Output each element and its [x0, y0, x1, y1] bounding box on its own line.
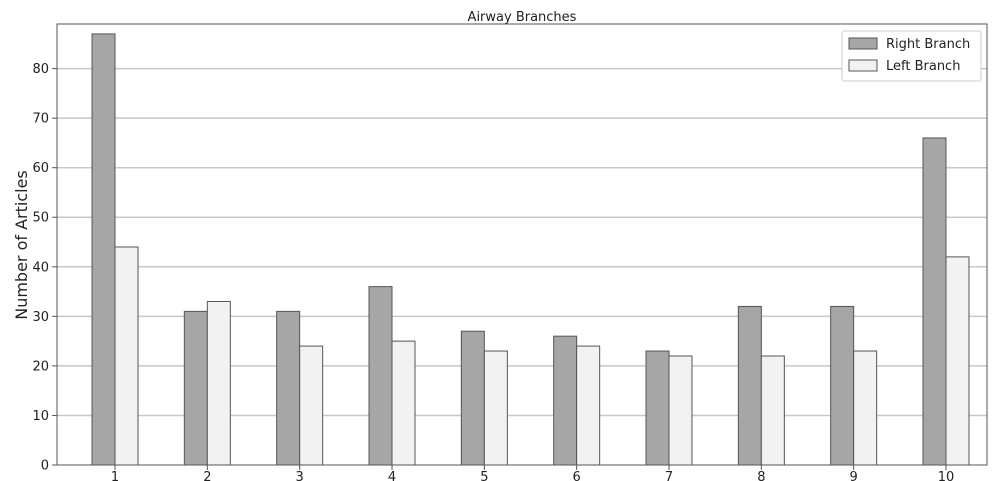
bar-left-branch [760, 355, 785, 466]
y-axis-ticks: 0 10 20 30 40 50 60 70 80 [32, 62, 57, 474]
x-tick-label: 5 [480, 470, 488, 481]
plot-frame [56, 23, 988, 466]
x-tick-label: 1 [111, 470, 119, 481]
bar-left-branch [945, 256, 970, 466]
bar-right-branch [276, 310, 301, 466]
bars [91, 33, 970, 466]
x-tick-label: 7 [665, 470, 673, 481]
bar-left-branch [576, 345, 601, 466]
bar-left-branch [206, 300, 231, 466]
x-tick-label: 4 [388, 470, 396, 481]
bar-left-branch [391, 340, 416, 466]
bar-right-branch [460, 330, 485, 466]
y-tick-label: 0 [41, 459, 49, 474]
y-tick-label: 50 [32, 211, 49, 226]
y-tick-label: 80 [32, 62, 49, 77]
bar-right-branch [553, 335, 578, 466]
bar-left-branch [299, 345, 324, 466]
bar-right-branch [737, 305, 762, 466]
y-tick-label: 20 [32, 359, 49, 374]
x-tick-label: 6 [573, 470, 581, 481]
y-tick-label: 70 [32, 112, 49, 127]
bar-left-branch [668, 355, 693, 466]
chart-title: Airway Branches [468, 10, 577, 25]
legend-label-left-branch: Left Branch [886, 59, 960, 74]
bar-right-branch [368, 286, 393, 466]
bar-left-branch [483, 350, 508, 466]
y-axis-label: Number of Articles [12, 170, 31, 320]
bar-right-branch [830, 305, 855, 466]
x-tick-label: 3 [296, 470, 304, 481]
y-tick-label: 30 [32, 310, 49, 325]
legend-swatch-left-branch [848, 59, 878, 72]
bar-left-branch [114, 246, 139, 466]
bar-right-branch [91, 33, 116, 466]
x-tick-label: 10 [938, 470, 955, 481]
legend-label-right-branch: Right Branch [886, 37, 970, 52]
y-tick-label: 10 [32, 409, 49, 424]
bar-right-branch [645, 350, 670, 466]
y-tick-label: 60 [32, 161, 49, 176]
bar-right-branch [922, 137, 947, 466]
legend: Right Branch Left Branch [841, 30, 982, 82]
y-tick-label: 40 [32, 260, 49, 275]
bar-right-branch [183, 310, 208, 466]
bar-left-branch [853, 350, 878, 466]
x-tick-label: 2 [203, 470, 211, 481]
x-tick-label: 8 [757, 470, 765, 481]
x-axis-ticks: 1 2 3 4 5 6 7 8 9 10 [111, 465, 954, 481]
legend-swatch-right-branch [848, 37, 878, 50]
x-tick-label: 9 [850, 470, 858, 481]
